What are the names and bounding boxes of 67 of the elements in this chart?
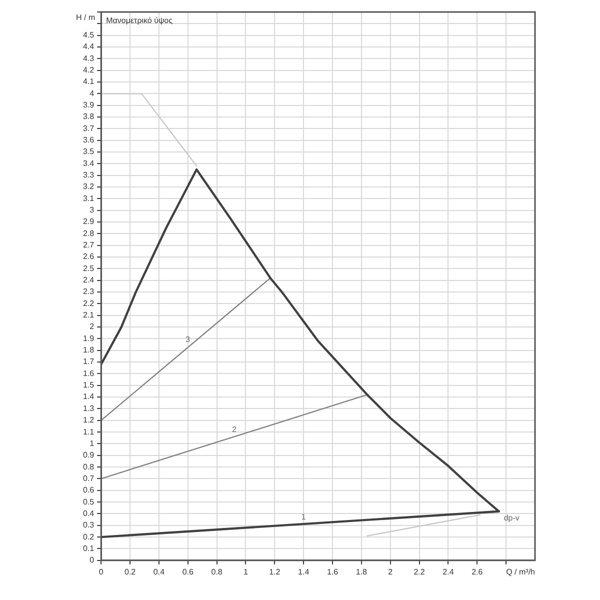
y-tick-label: 3.4 (82, 158, 95, 168)
x-tick-label: 2.2 (414, 567, 426, 576)
y-tick-label: 1.8 (82, 346, 95, 355)
y-tick-label: 4 (90, 88, 95, 98)
x-tick-label: 1.6 (326, 567, 339, 576)
y-tick-label: 3.2 (82, 182, 95, 192)
y-tick-label: 0.3 (82, 520, 95, 530)
y-tick-label: 2.8 (82, 228, 95, 238)
x-tick-label: 0.4 (153, 567, 166, 576)
y-tick-label: 2.4 (82, 276, 95, 285)
y-tick-label: 3.6 (82, 136, 95, 145)
y-tick-label: 1.2 (82, 416, 95, 425)
y-tick-label: 2.3 (82, 287, 95, 296)
annotation: 1 (301, 512, 306, 522)
y-tick-label: 0.1 (82, 544, 95, 553)
x-tick-label: 2.4 (442, 567, 454, 576)
y-tick-label: 3.3 (82, 170, 95, 180)
annotation: dp-v (504, 514, 520, 523)
y-tick-label: 1.5 (82, 380, 95, 390)
y-tick-label: 0 (90, 556, 95, 565)
x-axis-title: Q / m³/h (506, 568, 535, 577)
y-tick-label: 3 (90, 206, 95, 215)
y-axis-title: H / m (76, 13, 96, 22)
x-tick-label: 0.2 (124, 567, 136, 576)
x-tick-label: 0.6 (182, 567, 194, 576)
x-tick-label: 2.6 (472, 567, 484, 576)
y-tick-label: 3.5 (82, 147, 95, 156)
y-tick-label: 4.3 (82, 54, 95, 63)
y-tick-label: 0.7 (82, 474, 95, 483)
y-tick-label: 1.4 (82, 392, 95, 402)
y-tick-label: 4.2 (82, 66, 95, 75)
annotation: 2 (232, 424, 237, 434)
y-tick-label: 0.9 (82, 450, 95, 460)
y-tick-label: 0.6 (82, 486, 95, 495)
y-tick-label: 2.7 (82, 240, 95, 250)
y-tick-label: 4.4 (82, 42, 95, 52)
y-tick-label: 3.1 (82, 194, 95, 203)
y-tick-label: 4.1 (82, 77, 95, 86)
y-tick-label: 0.8 (82, 462, 95, 472)
y-tick-label: 3.9 (82, 100, 95, 110)
y-tick-label: 1.7 (82, 357, 95, 366)
y-tick-label: 1.6 (82, 368, 95, 378)
y-tick-label: 2.6 (82, 252, 95, 262)
text: Μανομετρικό ύψος (106, 16, 173, 26)
y-tick-label: 0.5 (82, 497, 95, 506)
y-tick-label: 1.9 (82, 334, 95, 343)
y-tick-label: 1.1 (82, 427, 95, 436)
y-tick-label: 2.2 (82, 298, 95, 308)
x-tick-label: 1.4 (298, 567, 310, 576)
y-tick-label: 1 (90, 438, 95, 448)
y-tick-label: 3.8 (82, 112, 95, 122)
y-tick-label: 2.9 (82, 217, 95, 226)
annotation: 3 (186, 335, 191, 344)
y-tick-label: 2.1 (82, 310, 95, 320)
y-tick-label: 0.4 (82, 508, 95, 518)
y-tick-label: 3.7 (82, 124, 95, 133)
x-tick-label: 0.8 (211, 567, 223, 576)
x-tick-label: 1.8 (356, 567, 368, 576)
y-tick-label: 0.2 (82, 532, 95, 542)
y-tick-label: 4.5 (82, 30, 95, 40)
x-tick-label: 2 (388, 567, 394, 576)
y-tick-label: 1.3 (82, 404, 95, 413)
x-tick-label: 0 (98, 567, 104, 576)
x-tick-label: 1 (244, 567, 249, 576)
y-tick-label: 2.5 (82, 264, 95, 273)
x-tick-label: 1.2 (269, 567, 281, 576)
y-tick-label: 2 (90, 322, 95, 332)
